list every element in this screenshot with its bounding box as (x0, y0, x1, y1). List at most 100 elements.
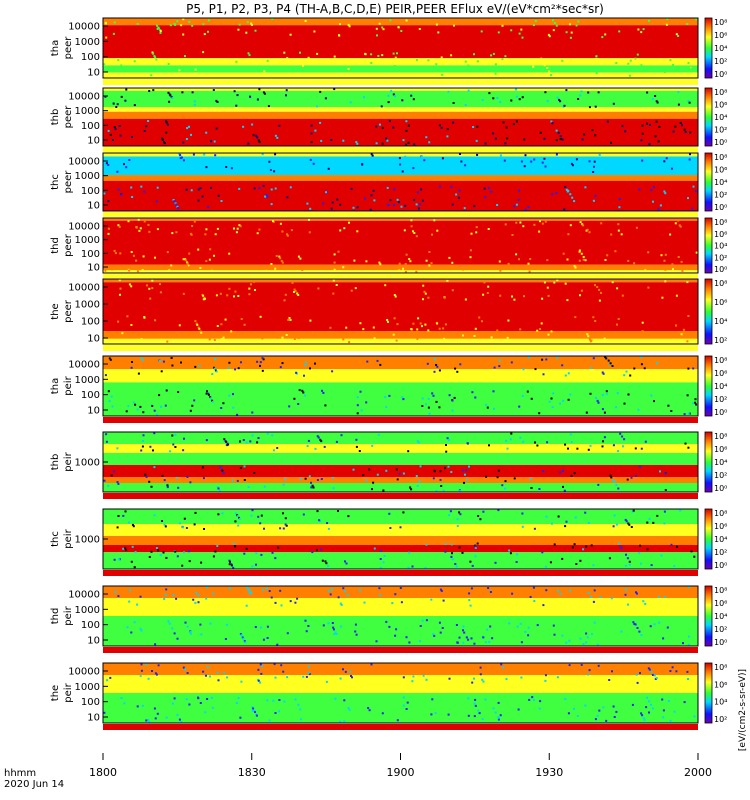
speckle (153, 466, 156, 469)
speckle (498, 260, 501, 263)
speckle (420, 155, 423, 158)
speckle (641, 124, 644, 127)
speckle (559, 592, 562, 595)
colorbar-tick-label: 10⁰ (714, 203, 727, 212)
speckle (670, 543, 673, 546)
speckle (226, 162, 229, 165)
speckle (564, 525, 567, 528)
speckle (510, 29, 513, 32)
speckle (319, 121, 322, 124)
energy-band (103, 270, 698, 273)
speckle (450, 185, 453, 188)
speckle (467, 64, 470, 67)
speckle (255, 134, 258, 137)
speckle (214, 154, 217, 157)
speckle (687, 446, 690, 449)
energy-band (103, 175, 698, 181)
speckle (588, 160, 591, 163)
speckle (687, 197, 689, 200)
speckle (405, 143, 408, 146)
speckle (563, 104, 566, 107)
speckle (489, 625, 492, 628)
speckle (564, 697, 567, 700)
speckle (561, 557, 564, 560)
speckle (149, 297, 152, 300)
speckle (335, 633, 338, 636)
speckle (120, 95, 123, 98)
speckle (231, 479, 234, 482)
speckle (321, 389, 323, 392)
speckle (511, 295, 513, 298)
speckle (306, 202, 309, 205)
speckle (339, 677, 342, 680)
speckle (263, 527, 265, 530)
speckle (562, 485, 564, 488)
speckle (379, 566, 382, 569)
data-gap-stripe (103, 274, 698, 278)
speckle (464, 104, 467, 106)
speckle (316, 549, 318, 552)
speckle (691, 207, 694, 210)
colorbar-tick-label: 10⁴ (714, 698, 727, 707)
speckle (521, 96, 524, 99)
speckle (428, 251, 431, 253)
speckle (445, 450, 448, 453)
speckle (153, 409, 156, 412)
speckle (342, 587, 345, 590)
speckle (642, 28, 645, 31)
speckle (522, 225, 525, 228)
speckle (330, 588, 333, 591)
speckle (139, 674, 142, 677)
speckle (448, 394, 451, 397)
speckle (398, 262, 401, 265)
speckle (149, 445, 152, 448)
speckle (394, 56, 397, 59)
speckle (455, 565, 458, 568)
energy-band (103, 153, 698, 157)
speckle (363, 60, 366, 63)
speckle (155, 673, 158, 676)
speckle (393, 188, 396, 191)
speckle (126, 626, 129, 629)
speckle (265, 269, 268, 272)
colorbar-tick-label: 10² (714, 548, 727, 557)
speckle (569, 36, 572, 39)
speckle (549, 561, 552, 564)
speckle (405, 19, 408, 22)
speckle (409, 336, 412, 339)
speckle (271, 18, 274, 20)
speckle (261, 337, 264, 340)
speckle (497, 701, 500, 704)
speckle (272, 220, 274, 223)
speckle (545, 589, 548, 592)
speckle (424, 566, 427, 569)
speckle (594, 134, 597, 137)
speckle (626, 557, 629, 560)
speckle (165, 389, 168, 392)
speckle (333, 88, 336, 91)
y-tick-label: 10000 (68, 222, 100, 233)
time-label-hhmm: hhmm (4, 768, 36, 779)
speckle (220, 407, 223, 409)
speckle (579, 221, 582, 224)
speckle (379, 263, 382, 266)
y-tick-label: 10000 (68, 283, 100, 294)
speckle (286, 676, 289, 679)
speckle (327, 527, 330, 530)
speckle (214, 233, 217, 236)
speckle (273, 449, 275, 452)
speckle (285, 334, 288, 336)
speckle (564, 374, 567, 377)
speckle (355, 445, 358, 448)
energy-band (103, 524, 698, 536)
speckle (623, 402, 626, 405)
speckle (566, 299, 569, 302)
speckle (432, 477, 435, 480)
speckle (152, 52, 155, 55)
speckle (159, 283, 161, 286)
speckle (145, 719, 148, 722)
speckle (200, 331, 203, 334)
speckle (359, 322, 362, 325)
